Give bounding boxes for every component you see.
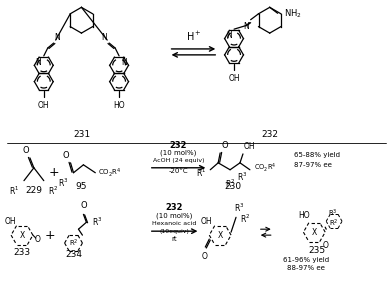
- Text: 88-97% ee: 88-97% ee: [287, 265, 325, 271]
- Text: NH$_2$: NH$_2$: [283, 7, 301, 19]
- Text: 234: 234: [65, 250, 82, 259]
- Text: 232: 232: [166, 203, 183, 212]
- Text: OH: OH: [244, 142, 256, 151]
- Text: 230: 230: [225, 182, 241, 191]
- Text: N: N: [102, 33, 107, 42]
- Text: R$^1$: R$^1$: [196, 166, 206, 179]
- Text: O: O: [80, 201, 87, 210]
- Text: X: X: [312, 228, 317, 237]
- Text: N: N: [36, 58, 42, 67]
- Text: H$^+$: H$^+$: [185, 30, 201, 43]
- Text: 232: 232: [170, 141, 187, 150]
- Text: X: X: [19, 231, 25, 239]
- Text: O: O: [35, 235, 41, 244]
- Text: +: +: [44, 229, 55, 242]
- Text: (10 mol%): (10 mol%): [156, 212, 193, 219]
- Text: rt: rt: [172, 236, 178, 242]
- Text: 95: 95: [76, 182, 87, 191]
- Text: OH: OH: [4, 217, 16, 226]
- Text: R$^3$: R$^3$: [237, 171, 247, 183]
- Text: R$^2$: R$^2$: [225, 178, 235, 190]
- Text: OH: OH: [201, 217, 212, 226]
- Text: O: O: [63, 151, 69, 160]
- Text: (10 mol%): (10 mol%): [160, 150, 197, 156]
- Text: (10equiv): (10equiv): [160, 229, 189, 234]
- Text: O: O: [221, 141, 228, 150]
- Text: HO: HO: [299, 211, 310, 220]
- Text: R$^2$: R$^2$: [240, 213, 250, 226]
- Text: X: X: [218, 231, 223, 239]
- Text: N: N: [54, 33, 60, 42]
- Text: 65-88% yield: 65-88% yield: [294, 152, 341, 158]
- Text: CO$_2$R$^4$: CO$_2$R$^4$: [98, 166, 122, 179]
- Text: O: O: [22, 146, 29, 155]
- Text: N: N: [122, 58, 127, 67]
- Text: N: N: [243, 22, 249, 31]
- Text: N: N: [226, 31, 232, 40]
- Text: R$^2$: R$^2$: [329, 218, 339, 229]
- Text: O: O: [201, 252, 207, 261]
- Text: 235: 235: [309, 246, 326, 255]
- Text: 229: 229: [25, 186, 42, 194]
- Text: HO: HO: [113, 101, 125, 110]
- Text: 233: 233: [13, 248, 31, 257]
- Text: 87-97% ee: 87-97% ee: [294, 162, 332, 168]
- Text: 232: 232: [261, 130, 278, 139]
- Text: R$^1$: R$^1$: [9, 184, 19, 197]
- Text: R$^2$: R$^2$: [69, 237, 78, 249]
- Text: OH: OH: [38, 101, 50, 110]
- Text: R$^2$: R$^2$: [48, 184, 58, 197]
- Text: CO$_2$R$^4$: CO$_2$R$^4$: [254, 162, 276, 174]
- Text: 231: 231: [73, 130, 90, 139]
- Text: Hexanoic acid: Hexanoic acid: [152, 221, 197, 226]
- Text: R$^3$: R$^3$: [234, 201, 245, 214]
- Text: -20°C: -20°C: [169, 168, 189, 174]
- Text: AcOH (24 equiv): AcOH (24 equiv): [153, 158, 204, 163]
- Text: OH: OH: [228, 74, 240, 83]
- Text: R$^3$: R$^3$: [93, 216, 103, 228]
- Text: R$^3$: R$^3$: [328, 208, 338, 219]
- Text: 61-96% yield: 61-96% yield: [283, 257, 329, 263]
- Text: +: +: [48, 166, 59, 179]
- Text: O: O: [322, 241, 328, 250]
- Text: R$^3$: R$^3$: [58, 177, 69, 189]
